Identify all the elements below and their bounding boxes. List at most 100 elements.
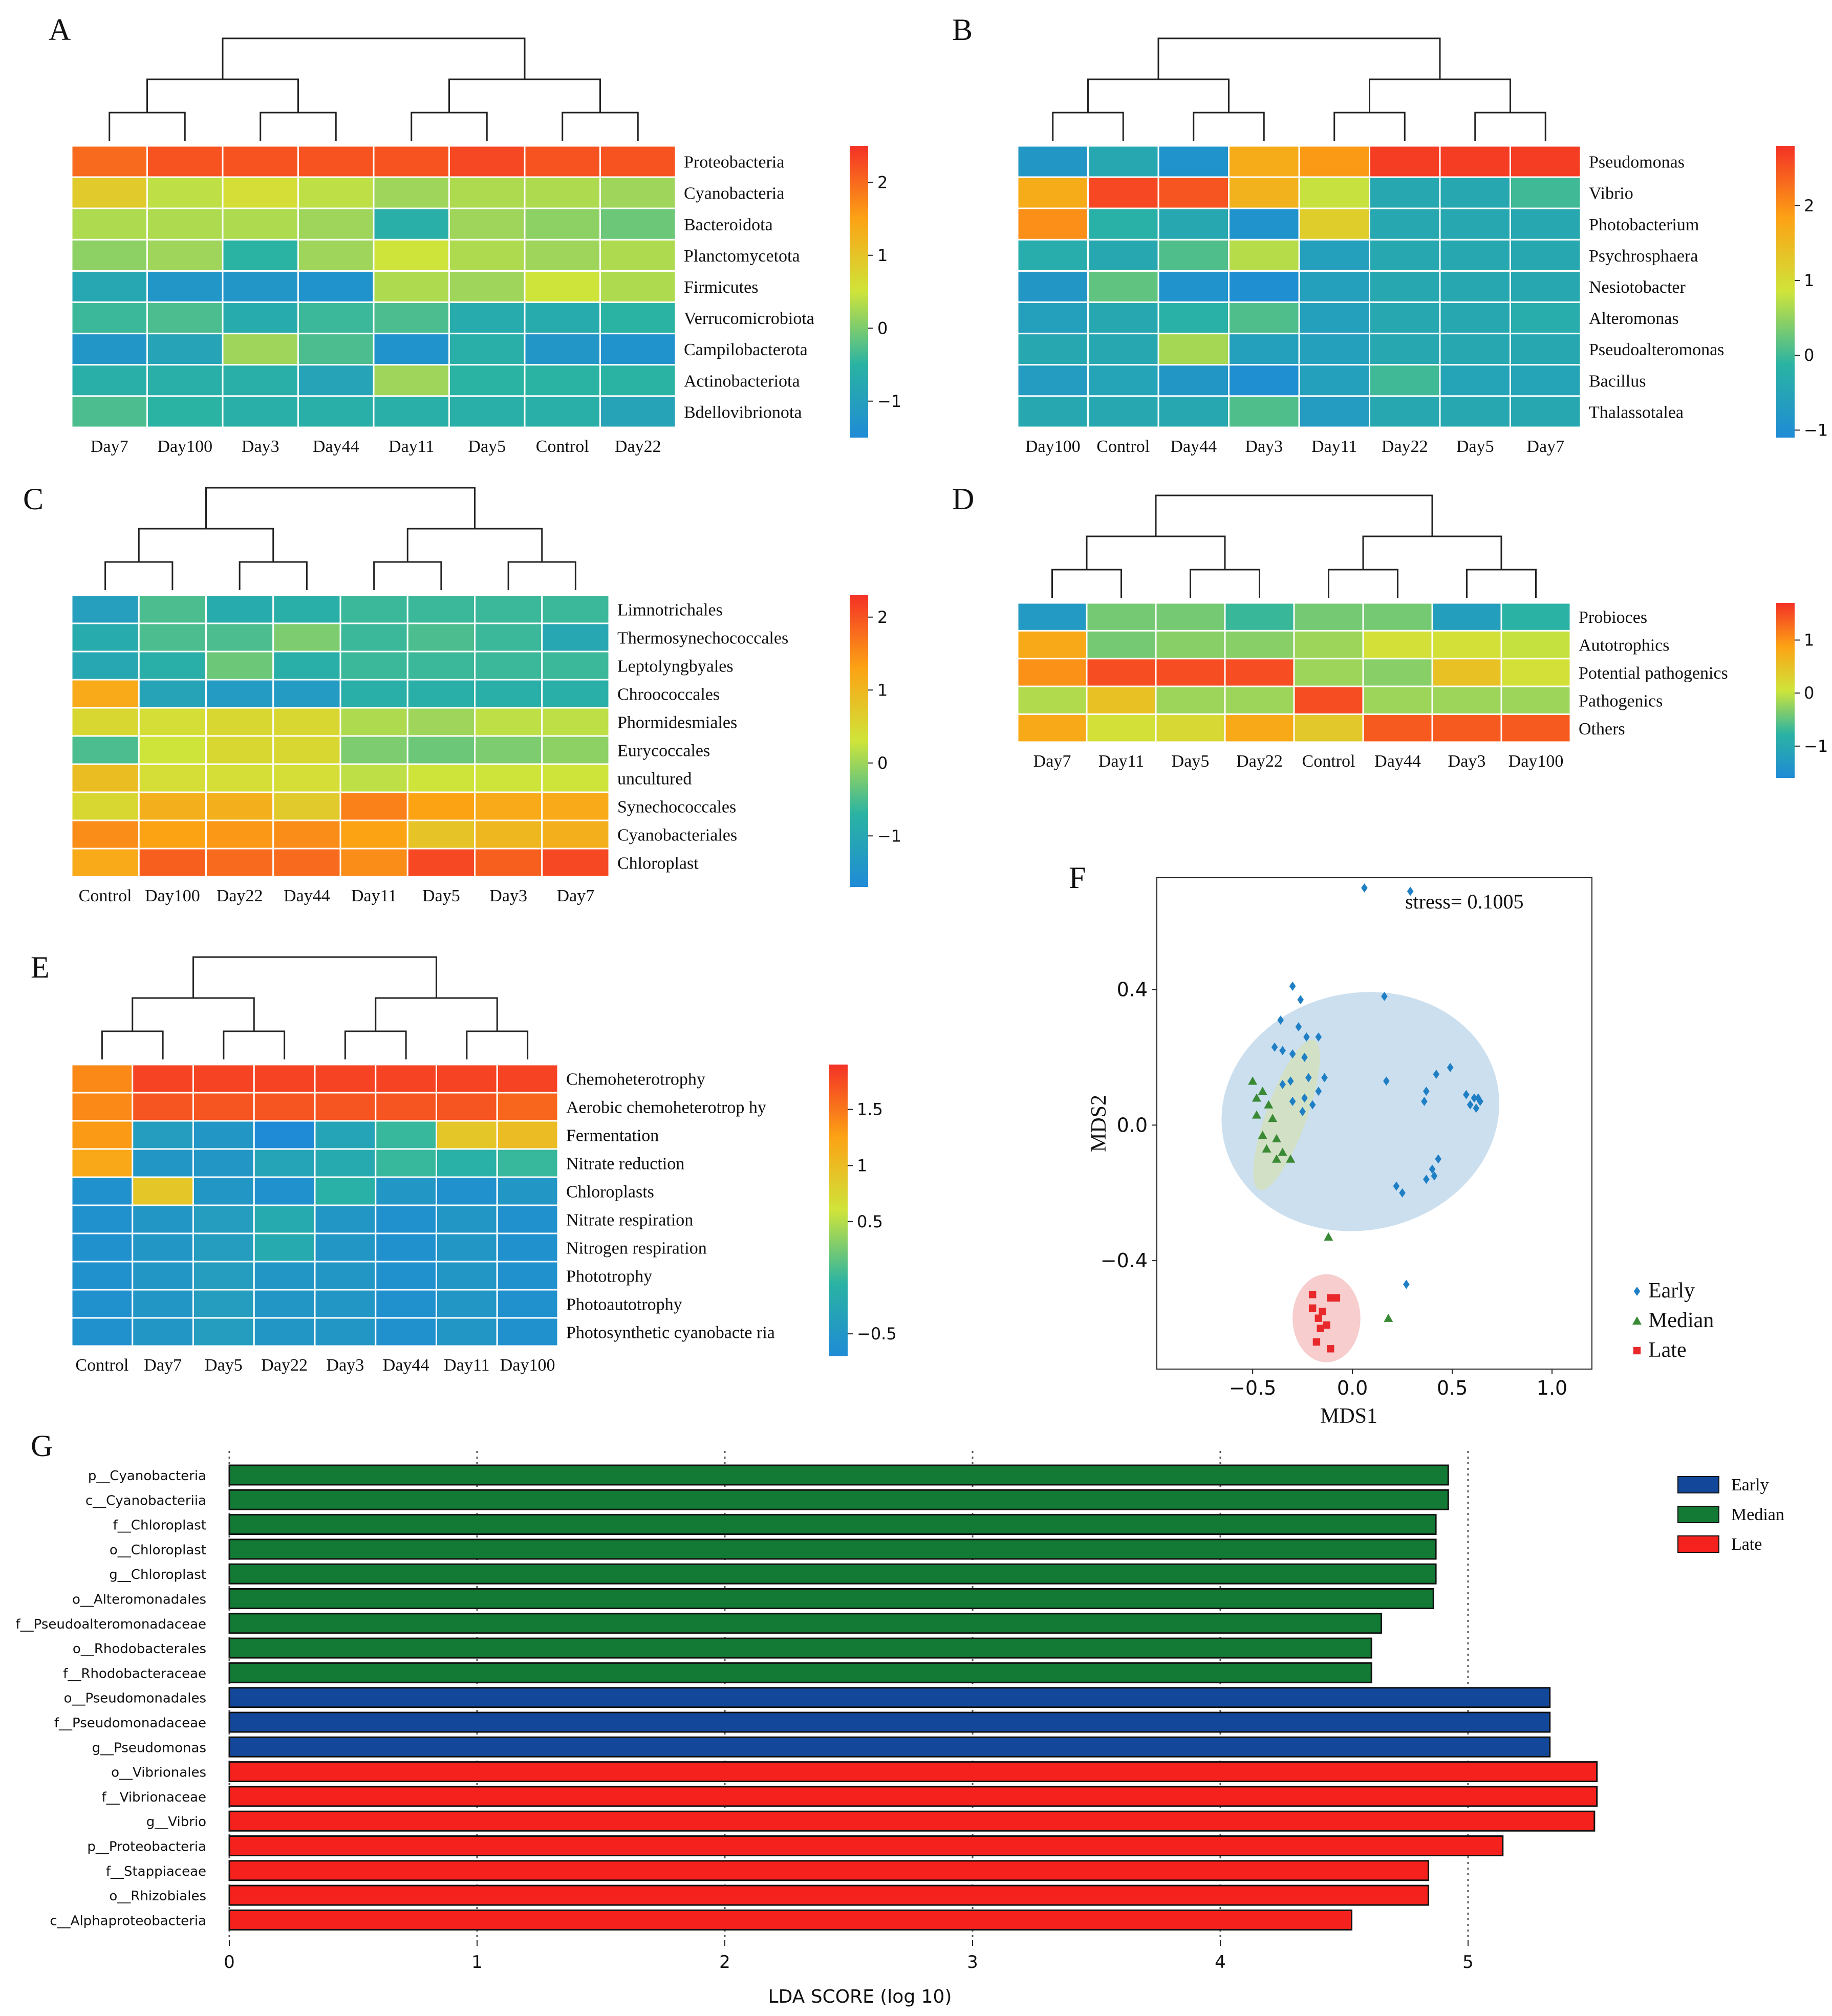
heatmap-cell <box>1017 333 1089 366</box>
dendrogram-branch <box>375 997 498 1031</box>
heatmap-cells <box>71 1064 559 1347</box>
scatter-point <box>1262 1144 1271 1153</box>
heatmap-cell <box>541 594 610 624</box>
colorbar-gradient <box>850 595 868 887</box>
y-tick-label: 0.0 <box>1117 1114 1148 1136</box>
column-label: Day100 <box>1025 437 1081 456</box>
ellipse-late <box>1292 1274 1361 1362</box>
dendrogram-branch <box>260 112 337 141</box>
bar-category-label: f__Pseudomonadaceae <box>54 1716 206 1731</box>
scatter-point <box>1252 1093 1261 1102</box>
heatmap-cell <box>132 1120 194 1150</box>
heatmap-cell <box>375 1289 437 1319</box>
column-dendrogram <box>101 956 529 1059</box>
column-dendrogram <box>109 37 639 141</box>
heatmap-cell <box>222 395 299 428</box>
heatmap-cell <box>1293 685 1364 716</box>
plot-frame <box>1156 877 1592 1370</box>
heatmap-cell <box>146 176 224 209</box>
column-label: Day22 <box>615 437 661 456</box>
heatmap-cell <box>1510 364 1582 397</box>
heatmap-cell <box>496 1204 559 1234</box>
heatmap-cell <box>71 651 140 681</box>
heatmap-cell <box>599 176 677 209</box>
heatmap-cell <box>1510 301 1582 335</box>
row-label: Alteromonas <box>1589 309 1679 328</box>
bar-category-label: p__Proteobacteria <box>87 1839 206 1855</box>
colorbar-tick-label: 1 <box>857 1156 867 1175</box>
scatter-point <box>1308 1304 1317 1312</box>
heatmap-cell <box>314 1148 377 1178</box>
colorbar-tick-label: 1 <box>877 680 888 700</box>
column-label: Day7 <box>91 437 128 456</box>
heatmap-cell <box>1228 270 1300 304</box>
heatmap-cell <box>541 651 610 681</box>
dendrogram-branch <box>373 561 442 590</box>
heatmap-cell <box>1439 333 1511 366</box>
heatmap-cells <box>71 594 610 878</box>
x-tick-label: 1.0 <box>1537 1377 1567 1399</box>
heatmap-panel-D: D Probioces Autotrophics Potential pathogen… <box>952 482 1828 778</box>
heatmap-cell <box>436 1120 498 1150</box>
scatter-point <box>1399 1188 1406 1198</box>
legend-marker <box>1633 1347 1641 1355</box>
dendrogram-branch <box>222 37 526 79</box>
column-dendrogram <box>1052 37 1546 141</box>
heatmap-cell <box>71 270 148 304</box>
heatmap-cell <box>297 333 375 366</box>
heatmap-cell <box>222 145 299 178</box>
row-label: Limnotrichales <box>617 601 723 620</box>
heatmap-cell <box>138 594 207 624</box>
column-label: Day7 <box>1033 752 1071 771</box>
heatmap-cell <box>339 763 408 793</box>
heatmap-cell <box>1155 713 1226 743</box>
bar-category-label: f__Pseudoalteromonadaceae <box>16 1617 206 1632</box>
scatter-point <box>1289 1049 1296 1059</box>
heatmap-cell <box>1157 364 1230 397</box>
panel-label: A <box>49 13 71 47</box>
heatmap-cell <box>1439 395 1511 428</box>
heatmap-cell <box>253 1204 316 1234</box>
column-label: Day5 <box>205 1356 243 1375</box>
heatmap-cell <box>272 791 341 821</box>
column-label: Day22 <box>1382 437 1428 456</box>
heatmap-cell <box>253 1261 316 1291</box>
dendrogram-branch <box>205 487 476 529</box>
heatmap-cell <box>1298 239 1370 272</box>
heatmap-cell <box>1500 630 1571 660</box>
heatmap-cell <box>205 848 274 878</box>
lda-panel: Gp__Cyanobacteria c__Cyanobacteriia f__Chl… <box>16 1429 1784 2007</box>
heatmap-cell <box>205 819 274 850</box>
heatmap-cell <box>146 395 224 428</box>
heatmap-cell <box>71 1064 134 1094</box>
colorbar-tick-label: 2 <box>877 608 888 627</box>
dendrogram-branch <box>406 528 543 562</box>
scatter-point <box>1279 1046 1286 1055</box>
heatmap-cell <box>541 679 610 709</box>
lda-bar <box>228 1514 1437 1535</box>
heatmap-cell <box>1155 630 1226 660</box>
bar-category-label: f__Stappiaceae <box>106 1864 206 1879</box>
heatmap-cell <box>1500 685 1571 716</box>
dendrogram-branch <box>1087 78 1230 113</box>
heatmap-cell <box>1510 239 1582 272</box>
row-label: Actinobacteriota <box>684 372 800 391</box>
column-label: Day5 <box>1172 752 1210 771</box>
heatmap-cell <box>1439 301 1511 335</box>
scatter-legend: Early Median Late <box>1632 1279 1714 1362</box>
heatmap-cell <box>599 145 677 178</box>
scatter-point <box>1473 1103 1480 1113</box>
heatmap-cell <box>339 651 408 681</box>
heatmap-cell <box>524 395 601 428</box>
heatmap-cell <box>132 1204 194 1234</box>
heatmap-cell <box>71 1176 134 1206</box>
heatmap-cell <box>192 1064 255 1094</box>
row-label: Thalassotalea <box>1589 403 1684 422</box>
heatmap-cell <box>1017 658 1088 687</box>
heatmap-cell <box>448 395 526 428</box>
colorbar-tick-label: 0 <box>1804 683 1814 703</box>
lda-bar <box>228 1761 1598 1783</box>
heatmap-cell <box>1431 658 1502 687</box>
row-label: Probioces <box>1579 608 1647 627</box>
lda-bar <box>228 1860 1430 1881</box>
